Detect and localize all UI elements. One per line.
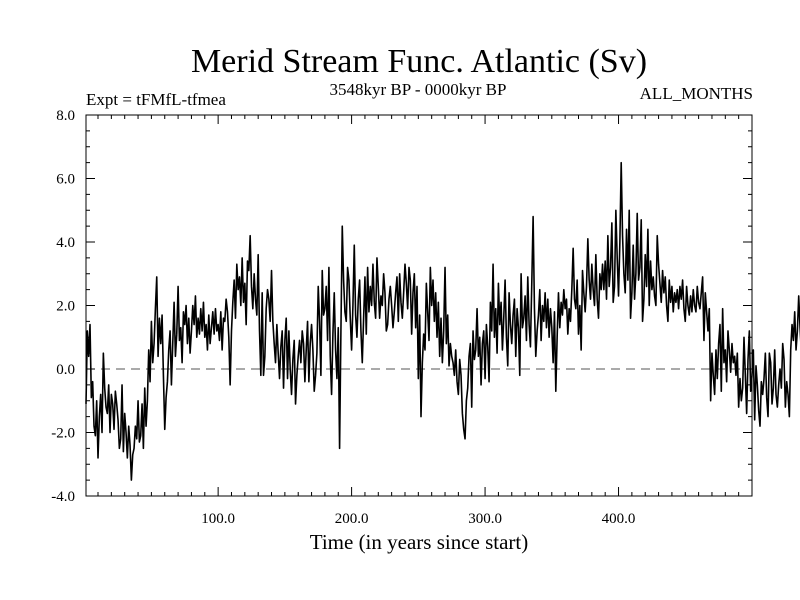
y-tick-label: 0.0	[56, 362, 75, 378]
x-tick-label: 100.0	[201, 511, 235, 527]
y-tick-label: 6.0	[56, 172, 75, 188]
plot-frame	[85, 114, 753, 497]
y-tick-label: 8.0	[56, 108, 75, 124]
months-label: ALL_MONTHS	[640, 84, 753, 103]
chart-title: Merid Stream Func. Atlantic (Sv)	[191, 43, 647, 80]
y-axis-ticks: -4.0 -2.0 0.0 2.0 4.0 6.0 8.0	[51, 108, 752, 505]
x-tick-label: 300.0	[468, 511, 502, 527]
x-axis-ticks: 100.0 200.0 300.0 400.0	[97, 115, 740, 527]
x-tick-label: 200.0	[335, 511, 369, 527]
experiment-label: Expt = tFMfL-tfmea	[86, 90, 226, 109]
x-tick-label: 400.0	[602, 511, 636, 527]
y-tick-label: 4.0	[56, 235, 75, 251]
y-tick-label: -4.0	[51, 489, 75, 505]
time-range-label: 3548kyr BP - 0000kyr BP	[330, 80, 507, 99]
data-series-layer	[85, 161, 800, 481]
y-tick-label: -2.0	[51, 426, 75, 442]
y-tick-label: 2.0	[56, 299, 75, 315]
series-line	[85, 161, 800, 481]
x-axis-label: Time (in years since start)	[310, 530, 529, 554]
